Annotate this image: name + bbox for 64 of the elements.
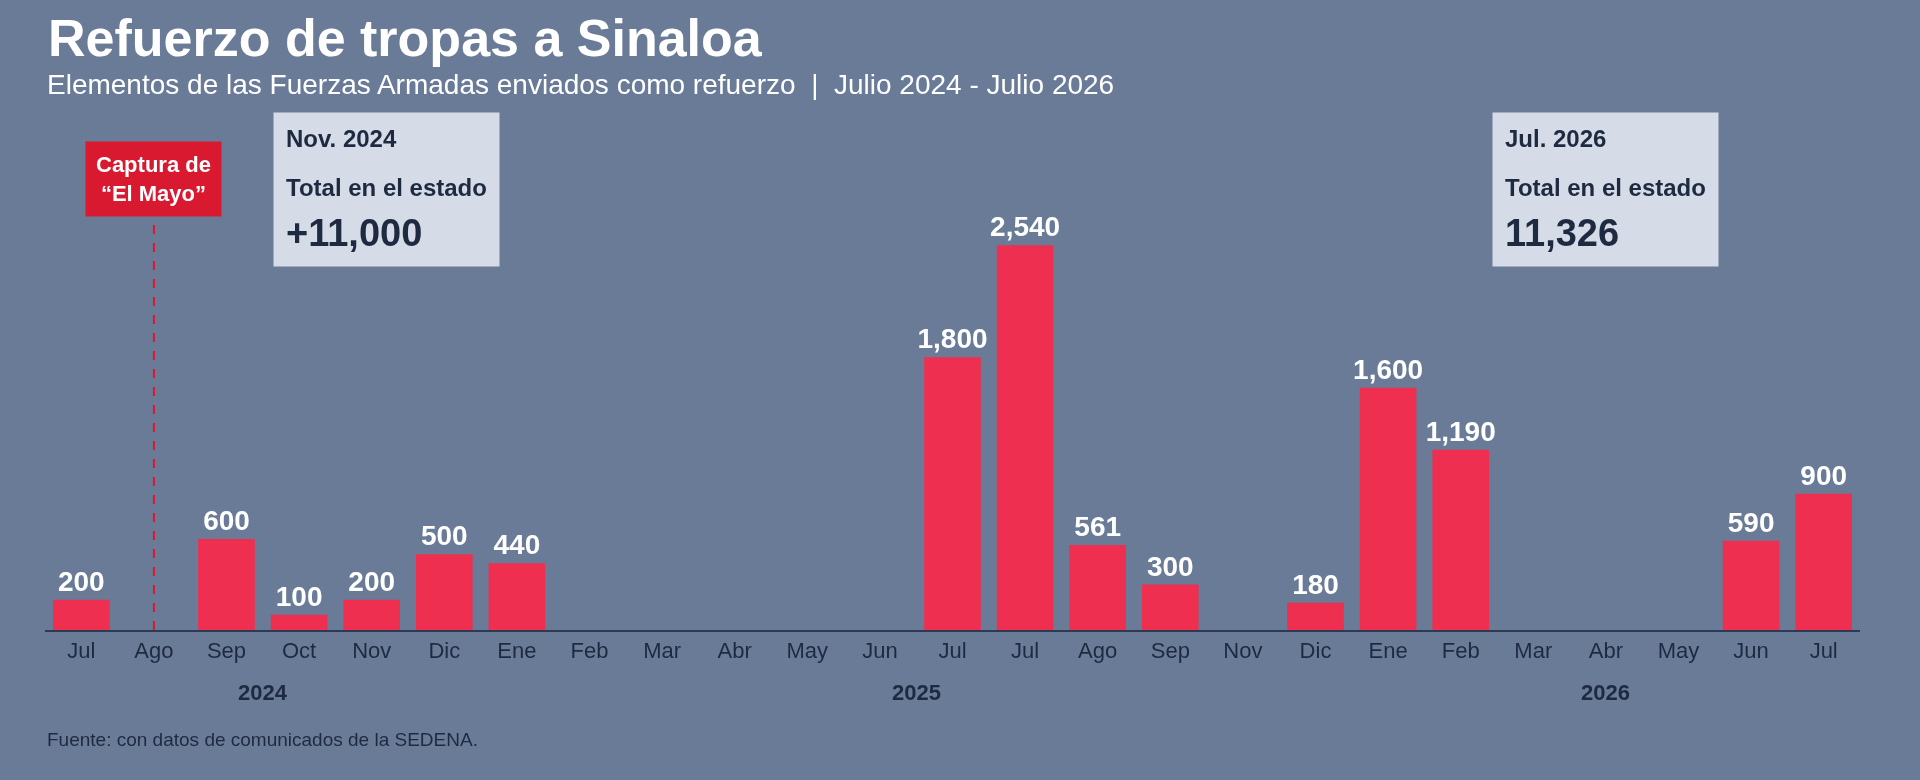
bar <box>415 554 473 630</box>
x-tick-label: May <box>1657 638 1700 664</box>
data-label: 1,600 <box>1353 353 1424 385</box>
bar <box>1069 545 1127 630</box>
x-tick-label: Nov <box>1223 638 1263 664</box>
data-label: 590 <box>1727 506 1775 538</box>
bar <box>1287 602 1344 630</box>
source-note: Fuente: con datos de comunicados de la SEDENA. <box>47 729 478 750</box>
x-tick-label: Sep <box>1150 638 1190 664</box>
x-tick-label: Jul <box>1011 638 1040 664</box>
data-label: 200 <box>348 565 396 597</box>
x-tick-label: Ene <box>497 638 537 664</box>
chart-subtitle: Elementos de las Fuerzas Armadas enviados como refuerzo | Julio 2024 - Julio 2026 <box>47 69 1115 100</box>
bar <box>1722 540 1780 630</box>
x-tick-label: Feb <box>570 638 609 664</box>
text: 2025 <box>892 680 941 705</box>
x-tick-label: Abr <box>717 638 752 664</box>
data-label: 561 <box>1074 511 1122 543</box>
data-label: 180 <box>1292 568 1339 600</box>
x-tick-label: Jun <box>862 638 898 664</box>
annotation: Jul. 2026 Total en el estado 11,326 <box>1505 125 1706 254</box>
bar <box>1141 584 1199 630</box>
x-tick-label: Jul <box>938 638 967 664</box>
x-tick-label: May <box>786 638 829 664</box>
x-tick-label: Dic <box>428 638 461 664</box>
text: 2024 <box>238 680 288 705</box>
data-label: 500 <box>420 520 468 552</box>
data-label: 1,800 <box>917 323 988 355</box>
x-tick-label: Sep <box>206 638 247 664</box>
bar <box>1359 387 1417 630</box>
x-tick-label: Jul <box>67 638 96 664</box>
x-tick-label: Jul <box>1809 638 1838 664</box>
data-label: 440 <box>493 529 541 561</box>
x-tick-label: Abr <box>1588 638 1624 664</box>
data-label: 1,190 <box>1425 415 1496 447</box>
data-label: 200 <box>57 565 105 597</box>
bar <box>1795 493 1853 630</box>
bar <box>270 614 328 630</box>
bar <box>924 357 981 630</box>
chart-title: Refuerzo de tropas a Sinaloa <box>48 8 763 67</box>
bar <box>198 539 255 630</box>
x-tick-label: Ago <box>1078 638 1118 664</box>
data-label: 600 <box>203 505 250 537</box>
data-label: 900 <box>1800 459 1848 491</box>
data-label: 2,540 <box>990 211 1061 243</box>
annotation: Nov. 2024 Total en el estado +11,000 <box>286 125 487 254</box>
x-tick-label: Feb <box>1441 638 1480 664</box>
bar <box>488 563 546 630</box>
x-tick-label: Dic <box>1299 638 1332 664</box>
x-tick-label: Mar <box>643 638 682 664</box>
data-label: 100 <box>275 580 323 612</box>
x-tick-label: Nov <box>352 638 392 664</box>
x-tick-label: Oct <box>281 638 317 664</box>
bar <box>52 599 110 630</box>
x-tick-label: Jun <box>1733 638 1769 664</box>
bar <box>343 599 401 630</box>
x-tick-label: Ene <box>1368 638 1408 664</box>
data-label: 300 <box>1146 550 1194 582</box>
bar <box>996 245 1054 630</box>
bar <box>1432 449 1490 630</box>
ref-line-label: Captura de “El Mayo” <box>96 152 211 206</box>
text: 2026 <box>1581 680 1630 705</box>
x-tick-label: Mar <box>1514 638 1553 664</box>
x-tick-label: Ago <box>134 638 174 664</box>
